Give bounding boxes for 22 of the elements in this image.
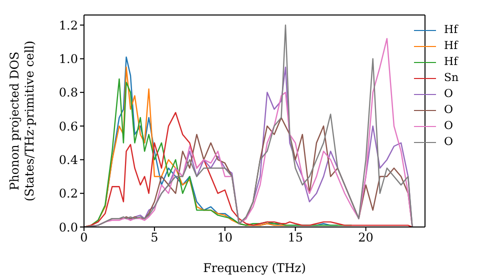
y-tick-label: 0.0 [58, 220, 78, 234]
legend-label: O [444, 134, 454, 150]
legend-label: O [444, 86, 454, 102]
legend-label: Hf [444, 22, 458, 38]
y-tick-label: 0.2 [58, 186, 78, 201]
y-axis-title: Phonon projected DOS (States/THz·primitive cell) [8, 40, 36, 202]
x-tick-label: 5 [150, 230, 158, 245]
x-axis-title: Frequency (THz) [203, 261, 306, 275]
legend-label: Hf [444, 38, 458, 54]
x-tick-label: 0 [80, 230, 88, 245]
y-tick-label: 1.2 [58, 18, 78, 32]
x-tick-label: 10 [217, 230, 233, 245]
y-tick-label: 1.0 [58, 52, 78, 66]
y-tick-label: 0.6 [58, 119, 78, 134]
y-tick-label: 0.8 [58, 86, 78, 100]
y-tick-label: 0.4 [58, 152, 78, 167]
x-tick-label: 15 [288, 230, 304, 245]
legend-label: Sn [444, 70, 459, 86]
x-tick-label: 20 [358, 230, 374, 245]
legend-label: Hf [444, 54, 458, 70]
legend-label: O [444, 102, 454, 118]
legend-label: O [444, 118, 454, 134]
